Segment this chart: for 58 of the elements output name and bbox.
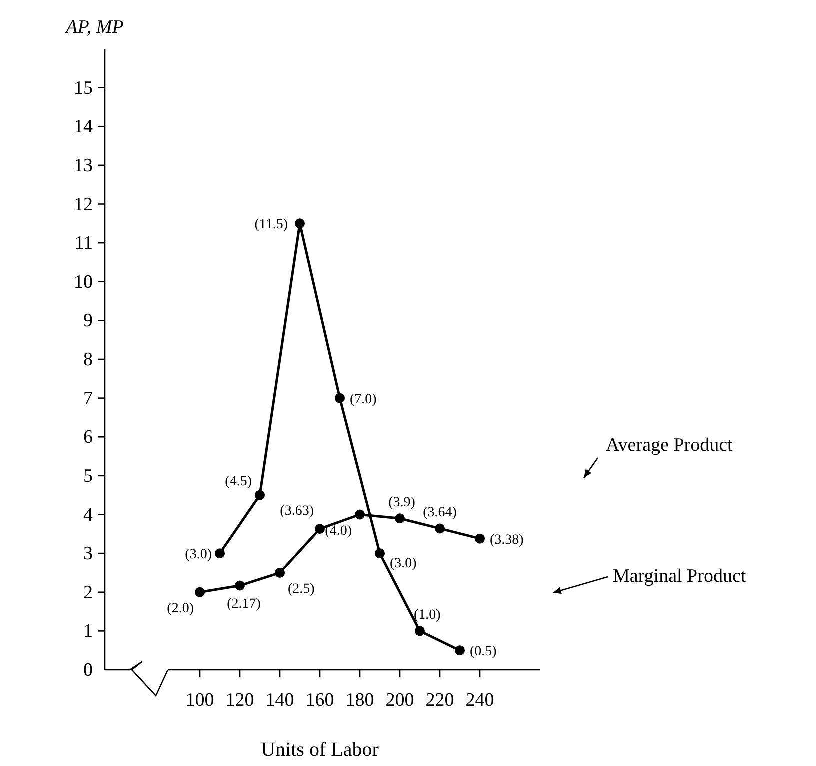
- data-label: (4.5): [225, 474, 252, 490]
- text: Average Product: [606, 435, 734, 456]
- data-label: (1.0): [414, 608, 442, 624]
- data-label: (3.0): [185, 548, 212, 563]
- point: [255, 490, 265, 500]
- point: [275, 568, 285, 578]
- point: [315, 524, 325, 534]
- data-label: (3.0): [390, 556, 418, 572]
- point: [215, 548, 225, 559]
- x-tick-label: 120: [226, 690, 254, 711]
- y-tick-label: 7: [84, 388, 93, 410]
- data-label: (11.5): [254, 218, 288, 233]
- point: [415, 626, 425, 636]
- point: [355, 510, 365, 520]
- y-tick-label: 6: [84, 427, 93, 448]
- y-tick-label: 13: [74, 155, 93, 176]
- y-tick-label: 5: [84, 466, 93, 487]
- data-label: (2.5): [288, 582, 316, 597]
- point: [395, 514, 405, 524]
- data-label: (7.0): [350, 392, 378, 408]
- y-tick-label: 1: [84, 621, 93, 642]
- y-tick-label: 0: [84, 660, 93, 681]
- y-tick-label: 14: [74, 116, 94, 138]
- y-tick-label: 8: [84, 350, 93, 370]
- x-tick-label: 100: [186, 690, 214, 711]
- point: [375, 548, 385, 559]
- point: [435, 524, 445, 534]
- data-label: (3.9): [388, 496, 416, 511]
- y-axis-title: AP, MP: [64, 17, 124, 38]
- y-tick-label: 11: [74, 233, 93, 254]
- data-label: (3.38): [490, 532, 524, 548]
- y-tick-label: 2: [84, 582, 93, 604]
- point: [335, 393, 345, 404]
- x-tick-label: 180: [346, 690, 374, 711]
- point: [195, 587, 205, 598]
- x-tick-label: 200: [386, 690, 414, 711]
- data-label: (3.64): [423, 506, 458, 521]
- point: [295, 218, 305, 229]
- x-tick-label: 160: [306, 690, 334, 711]
- point: [475, 534, 485, 544]
- y-tick-label: 10: [74, 272, 93, 293]
- x-tick-label: 220: [426, 690, 454, 711]
- data-label: (4.0): [325, 524, 352, 539]
- x-axis-title: Units of Labor: [261, 739, 380, 761]
- data-label: (2.0): [167, 601, 194, 616]
- legend-label: Marginal Product: [613, 566, 747, 587]
- y-tick-label: 4: [84, 504, 94, 526]
- point: [455, 646, 465, 656]
- point: [235, 580, 245, 591]
- data-label: (0.5): [470, 644, 498, 660]
- data-label: (3.63): [280, 504, 314, 520]
- y-tick-label: 12: [74, 194, 93, 216]
- x-tick-label: 140: [266, 690, 294, 711]
- y-tick-label: 3: [84, 544, 93, 565]
- data-label: (2.17): [227, 596, 262, 612]
- y-tick-label: 9: [84, 310, 93, 332]
- y-tick-label: 15: [74, 78, 93, 99]
- x-tick-label: 240: [466, 690, 494, 711]
